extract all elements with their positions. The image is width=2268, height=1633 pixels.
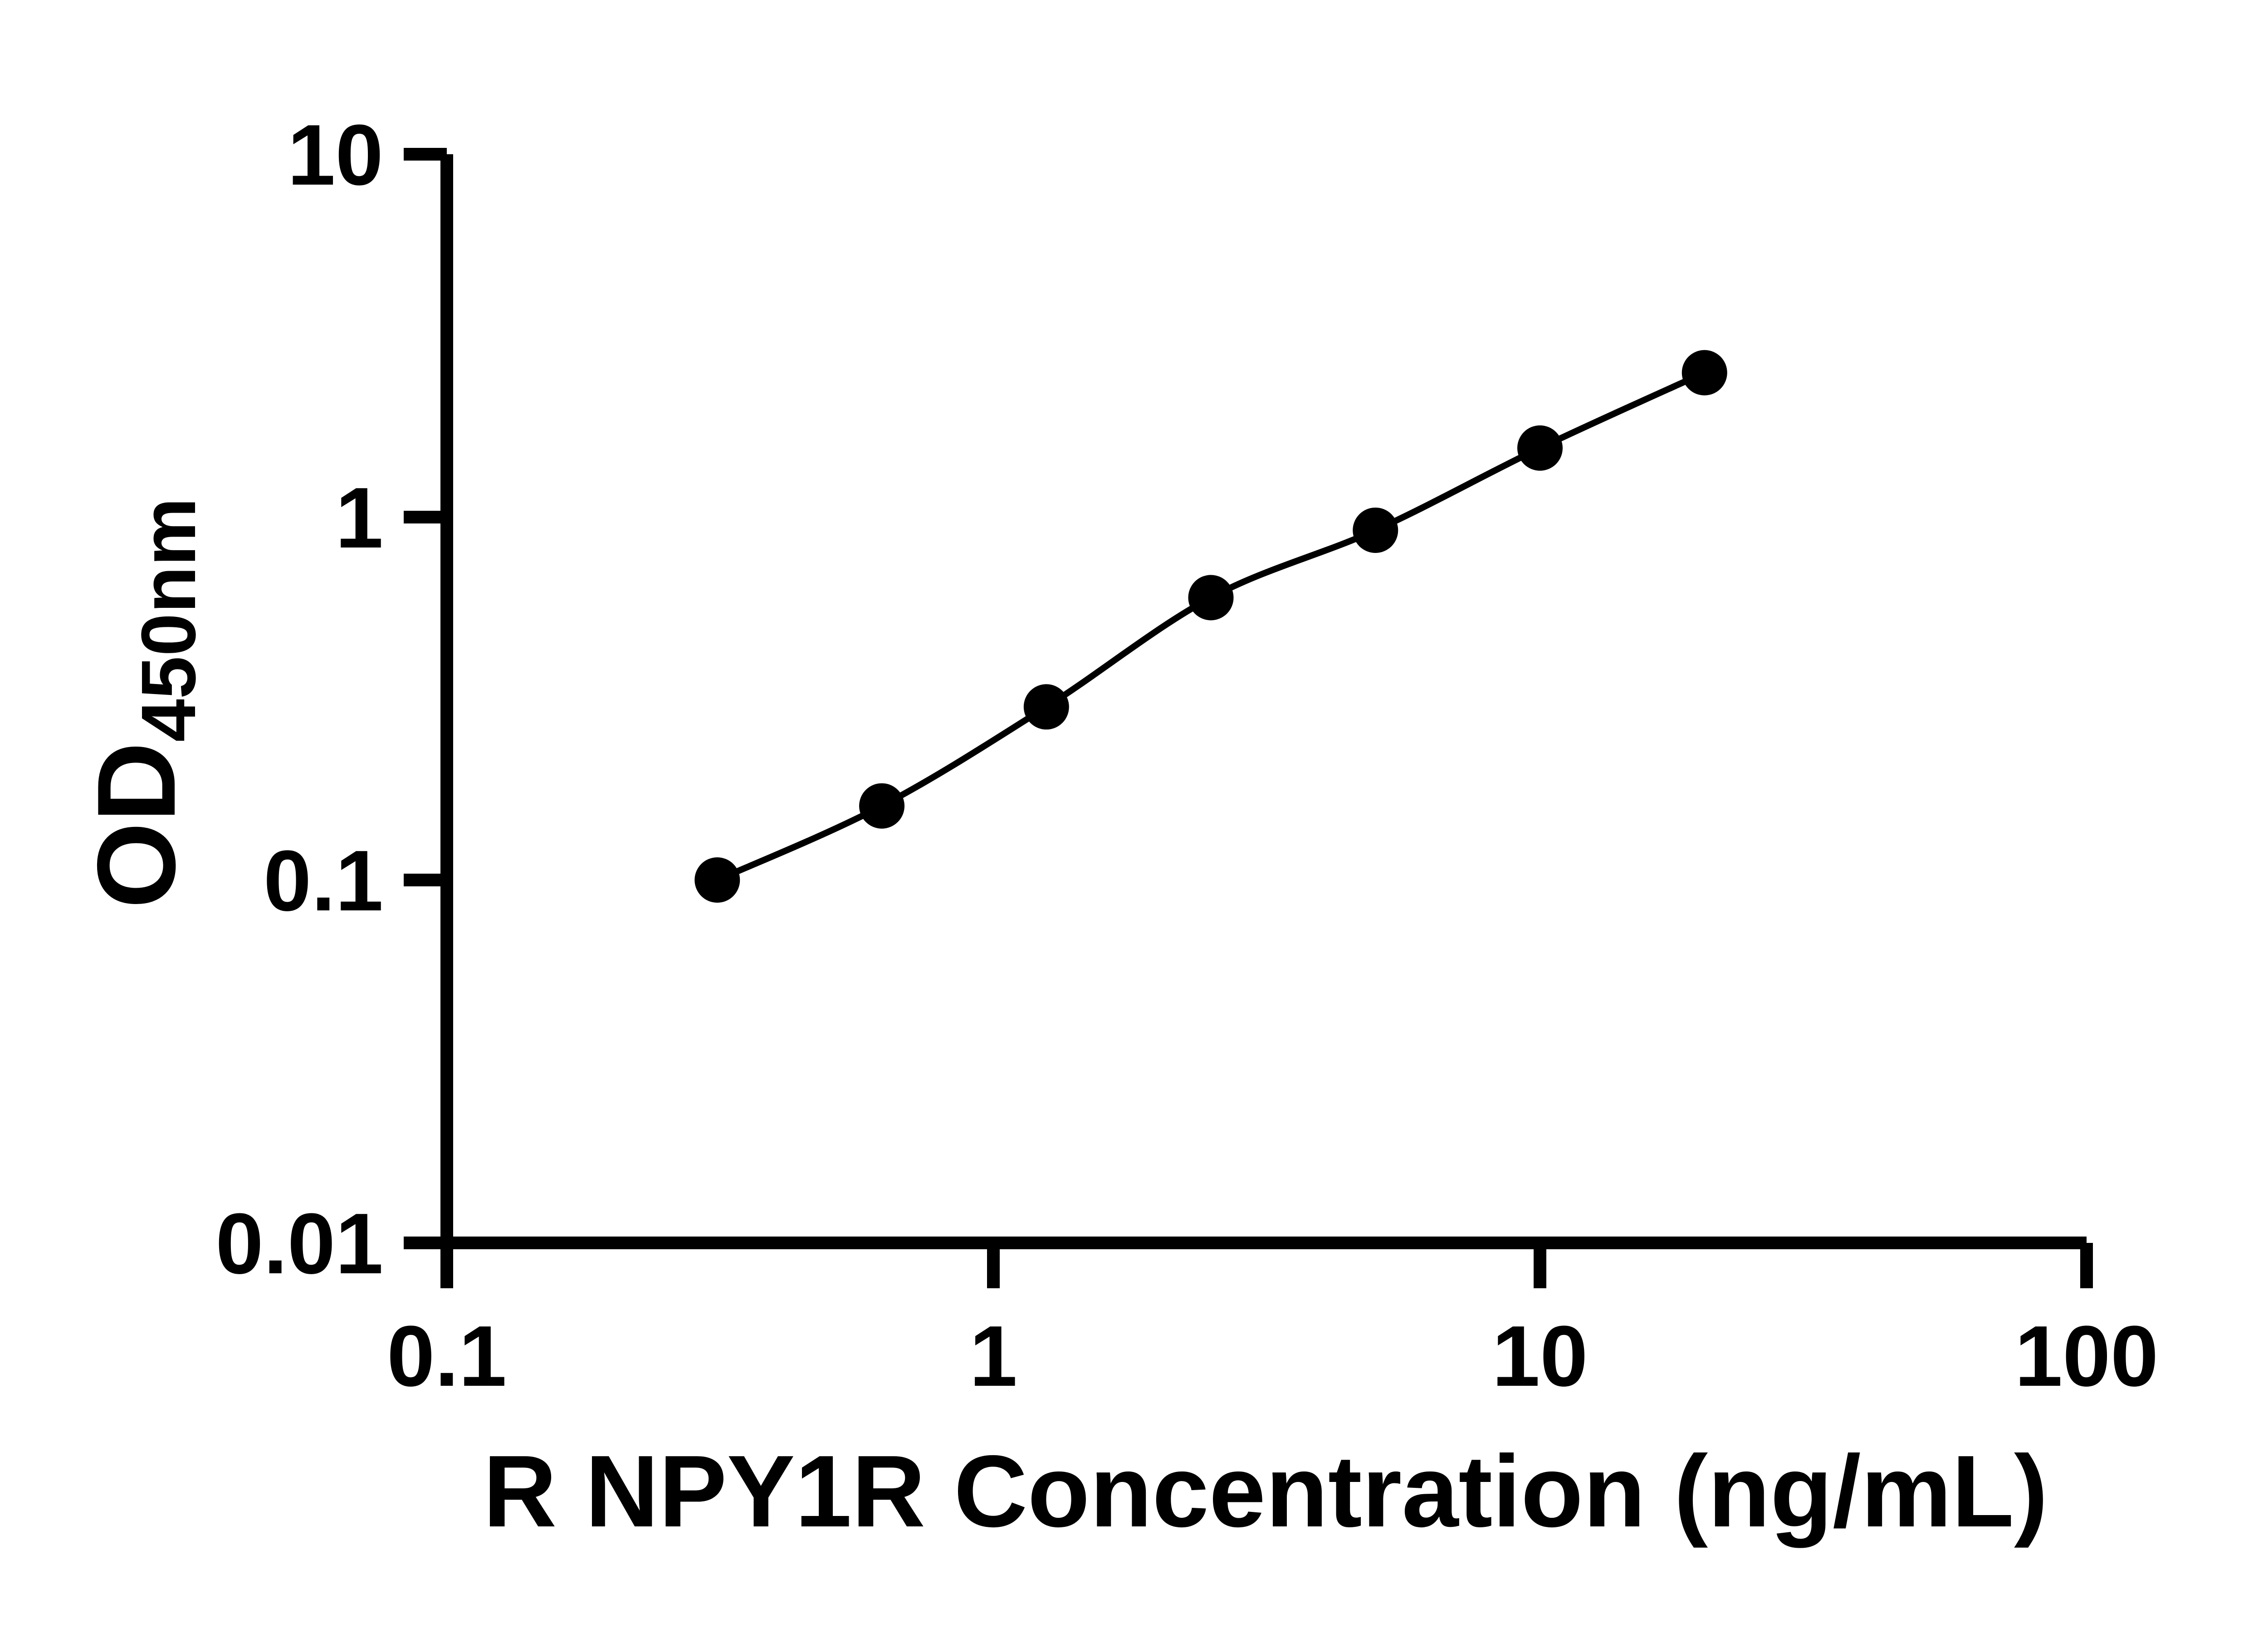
tick-layer [404,148,2093,1288]
axes-layer [440,154,2087,1249]
y-axis-title-main: OD [74,742,198,909]
data-point-marker [859,783,905,829]
data-point-marker [1023,684,1069,730]
data-point-marker [1353,507,1398,553]
y-axis-title-subscript: 450nm [126,498,212,742]
y-tick-label: 0.01 [215,1196,383,1292]
data-layer [694,350,1727,903]
x-tick-label: 1 [969,1308,1017,1404]
x-tick-label: 100 [2014,1308,2158,1404]
data-point-marker [694,857,740,903]
x-axis-title: R NPY1R Concentration (ng/mL) [483,1434,2048,1548]
y-axis-title: OD450nm [74,498,212,909]
y-tick-label: 10 [288,107,383,203]
data-point-marker [1681,350,1727,396]
y-tick-label: 1 [335,470,383,566]
data-point-marker [1188,575,1234,621]
data-point-marker [1517,425,1563,471]
x-tick-label: 0.1 [387,1308,507,1404]
x-tick-label: 10 [1492,1308,1588,1404]
y-tick-label: 0.1 [264,833,383,929]
